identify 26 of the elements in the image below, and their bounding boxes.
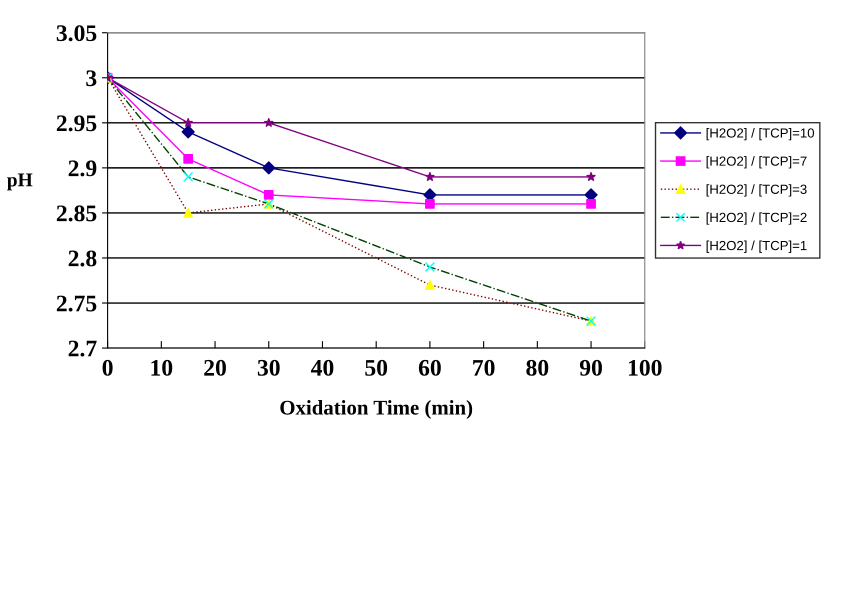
x-tick-label: 80 bbox=[526, 360, 548, 376]
y-tick-label: 3.05 bbox=[56, 25, 96, 42]
legend-label: [H2O2] / [TCP]=1 bbox=[706, 240, 807, 253]
y-tick-label: 2.85 bbox=[56, 205, 96, 222]
x-axis-title: Oxidation Time (min) bbox=[280, 400, 472, 419]
y-tick-label: 2.7 bbox=[68, 340, 97, 357]
x-tick-label: 20 bbox=[204, 360, 226, 376]
x-tick-label: 40 bbox=[310, 360, 334, 376]
y-tick-label: 2.8 bbox=[68, 250, 96, 267]
legend-label: [H2O2] / [TCP]=7 bbox=[706, 156, 807, 168]
legend-label: [H2O2] / [TCP]=3 bbox=[706, 184, 807, 197]
x-tick-label: 70 bbox=[473, 360, 495, 376]
y-tick-label: 2.95 bbox=[56, 115, 96, 132]
legend-label: [H2O2] / [TCP]=10 bbox=[706, 128, 814, 140]
y-tick-label: 2.9 bbox=[68, 160, 96, 176]
x-tick-label: 90 bbox=[580, 360, 602, 376]
x-tick-label: 10 bbox=[151, 360, 172, 376]
x-tick-label: 60 bbox=[418, 360, 441, 376]
x-tick-label: 30 bbox=[258, 360, 280, 376]
legend-label: [H2O2] / [TCP]=2 bbox=[706, 212, 807, 225]
x-tick-label: 100 bbox=[628, 360, 662, 376]
y-tick-label: 2.75 bbox=[56, 296, 96, 312]
y-tick-label: 3 bbox=[86, 70, 96, 86]
x-tick-label: 50 bbox=[365, 360, 388, 376]
y-axis-title: pH bbox=[7, 174, 32, 190]
x-tick-label: 0 bbox=[102, 360, 113, 376]
